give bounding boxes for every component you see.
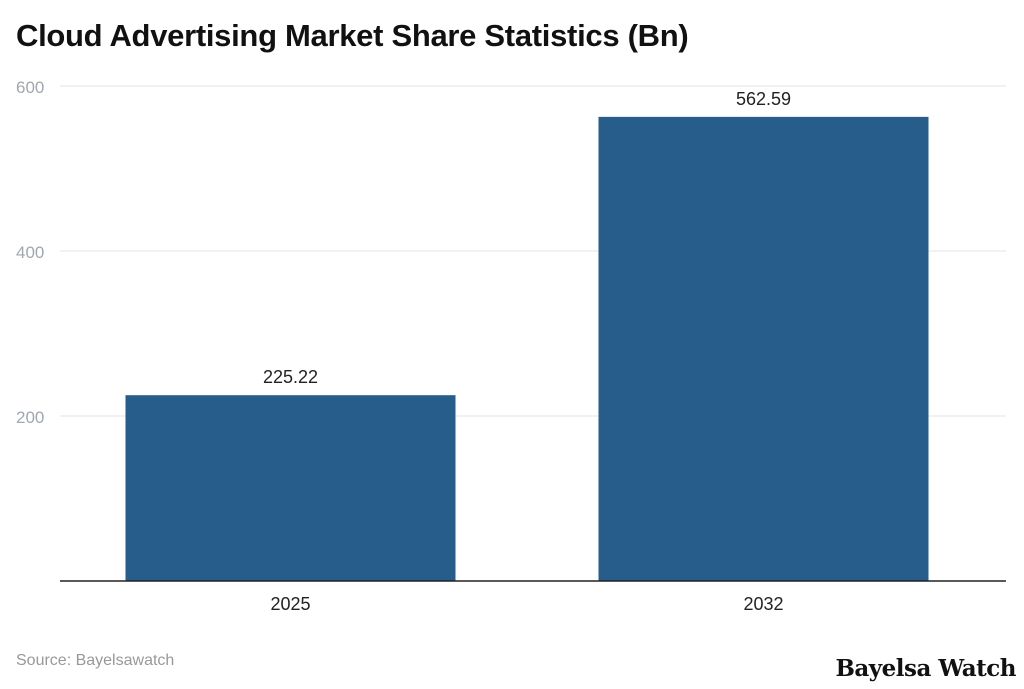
x-tick-label: 2025	[270, 594, 310, 614]
y-tick-label: 600	[16, 78, 44, 97]
bar-2032	[598, 116, 929, 581]
x-tick-label: 2032	[743, 594, 783, 614]
data-label: 225.22	[263, 367, 318, 387]
chart-title: Cloud Advertising Market Share Statistic…	[16, 18, 689, 53]
source-note: Source: Bayelsawatch	[16, 652, 175, 669]
bar-2025	[125, 395, 456, 581]
data-label: 562.59	[736, 89, 791, 109]
y-tick-label: 200	[16, 408, 44, 427]
y-tick-label: 400	[16, 243, 44, 262]
brand-logo: Bayelsa Watch	[835, 655, 1016, 682]
